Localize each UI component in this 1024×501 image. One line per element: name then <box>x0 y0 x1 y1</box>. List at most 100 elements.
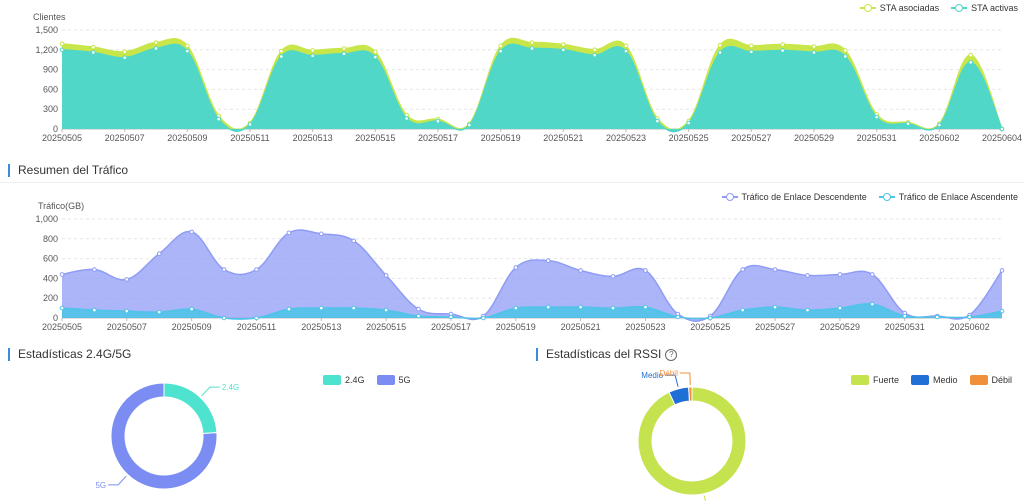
legend-medio[interactable]: Medio <box>911 375 958 385</box>
x-tick-label: 20250602 <box>919 133 959 143</box>
x-tick-label: 20250521 <box>561 322 601 332</box>
data-point <box>59 272 65 277</box>
data-point <box>545 304 551 310</box>
data-point <box>707 315 713 321</box>
legend-label: 2.4G <box>345 375 365 385</box>
x-tick-label: 20250523 <box>606 133 646 143</box>
data-point <box>610 274 616 279</box>
legend-2-4g[interactable]: 2.4G <box>323 375 365 385</box>
data-point <box>592 47 597 53</box>
data-point <box>623 48 629 54</box>
series-area <box>62 44 1002 132</box>
data-point <box>247 122 253 127</box>
traffic-area-chart: 0 200 400 600 800 1,000 20250505 20250507 202505… <box>35 214 1005 332</box>
legend-descendente[interactable]: Tráfico de Enlace Descendente <box>721 192 867 202</box>
y-tick-label: 900 <box>43 65 58 75</box>
data-point <box>373 49 378 55</box>
data-point <box>870 272 875 277</box>
data-point <box>351 305 357 311</box>
data-point <box>999 268 1005 273</box>
data-point <box>805 273 810 278</box>
x-tick-label: 20250531 <box>857 133 897 143</box>
x-tick-label: 20250509 <box>167 133 207 143</box>
legend-label: 5G <box>398 375 411 385</box>
data-point <box>416 313 421 319</box>
data-point <box>310 53 315 59</box>
data-point <box>189 229 194 235</box>
traffic-legend: Tráfico de Enlace Descendente Tráfico de… <box>721 192 1018 202</box>
data-point <box>967 314 972 320</box>
series-line <box>61 229 1003 322</box>
data-point <box>934 314 940 320</box>
data-point <box>319 305 324 311</box>
data-point <box>937 122 942 128</box>
data-point <box>968 60 973 65</box>
color-swatch <box>376 375 395 385</box>
legend-ascendente[interactable]: Tráfico de Enlace Ascendente <box>878 192 1018 202</box>
data-point <box>717 50 723 55</box>
data-point <box>279 48 284 54</box>
series-line <box>61 303 1003 320</box>
y-tick-label: 300 <box>43 104 58 114</box>
data-point <box>59 47 65 53</box>
data-point <box>286 306 292 312</box>
x-tick-label: 20250529 <box>820 322 860 332</box>
slice-label: Débil <box>660 369 678 378</box>
data-point <box>481 315 486 321</box>
slice-label-line <box>201 386 220 397</box>
x-tick-label: 20250511 <box>230 133 269 143</box>
slice-label-line <box>665 374 679 387</box>
data-point <box>448 314 454 320</box>
band-donut-chart: 2.4G 5G <box>95 382 239 490</box>
data-point <box>153 46 159 51</box>
y-tick-label: 1,200 <box>35 45 58 55</box>
data-point <box>578 304 583 310</box>
data-point <box>610 305 616 311</box>
legend-label: Tráfico de Enlace Descendente <box>741 192 867 202</box>
legend-sta-asociadas[interactable]: STA asociadas <box>859 3 939 13</box>
x-tick-label: 20250513 <box>293 133 333 143</box>
legend-sta-activas[interactable]: STA activas <box>951 3 1018 13</box>
question-circle-icon[interactable]: ? <box>665 348 678 361</box>
data-point <box>772 304 778 310</box>
data-point <box>435 118 441 124</box>
legend-fuerte[interactable]: Fuerte <box>851 375 899 385</box>
band-legend: 2.4G 5G <box>323 375 411 385</box>
data-point <box>545 258 551 263</box>
y-tick-label: 0 <box>53 313 58 323</box>
data-point <box>968 52 973 58</box>
data-point <box>91 44 96 50</box>
data-point <box>124 308 130 314</box>
data-point <box>156 309 162 315</box>
data-point <box>772 267 778 272</box>
x-tick-label: 20250513 <box>301 322 341 332</box>
slice-label: Medio <box>641 371 663 380</box>
data-point <box>404 116 409 121</box>
data-point <box>655 118 660 124</box>
data-point <box>843 54 848 59</box>
section-divider <box>0 182 1024 183</box>
x-tick-label: 20250523 <box>625 322 665 332</box>
data-point <box>513 305 519 311</box>
x-tick-label: 20250515 <box>355 133 395 143</box>
y-tick-label: 1,000 <box>35 214 58 224</box>
data-point <box>643 304 648 310</box>
data-point <box>254 267 259 272</box>
data-point <box>221 315 227 321</box>
legend-5g[interactable]: 5G <box>376 375 411 385</box>
data-point <box>254 315 259 321</box>
line-marker-icon <box>951 3 968 13</box>
x-tick-label: 20250517 <box>431 322 471 332</box>
section-title-traffic: Resumen del Tráfico <box>8 164 128 177</box>
data-point <box>780 48 785 53</box>
x-tick-label: 20250505 <box>42 322 82 332</box>
x-tick-label: 20250519 <box>496 322 536 332</box>
data-point <box>310 48 315 53</box>
data-point <box>578 268 583 273</box>
legend-debil[interactable]: Débil <box>969 375 1012 385</box>
y-tick-label: 600 <box>43 84 58 94</box>
data-point <box>749 43 754 49</box>
data-point <box>91 50 96 55</box>
clients-legend: STA asociadas STA activas <box>859 3 1018 13</box>
data-point <box>811 44 817 49</box>
